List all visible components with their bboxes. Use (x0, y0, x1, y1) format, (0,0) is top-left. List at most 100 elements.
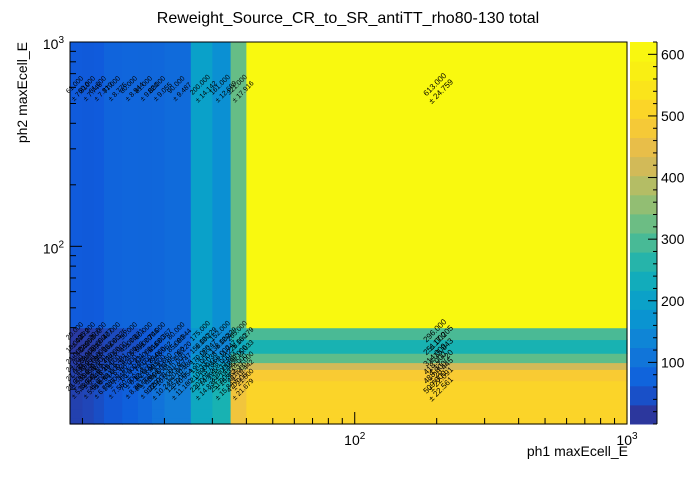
heatmap-cell (122, 369, 139, 382)
heatmap-cell (151, 339, 166, 354)
heatmap-cell (212, 339, 232, 354)
heatmap-cell (190, 380, 213, 390)
heatmap-cell (151, 389, 166, 400)
heatmap-cell (246, 327, 628, 341)
heatmap-cell (230, 380, 247, 390)
heatmap-cell (230, 389, 247, 400)
y-tick-label: 102 (43, 239, 65, 256)
heatmap-cell (190, 417, 213, 425)
x-tick-label: 102 (344, 431, 366, 448)
heatmap-cell (212, 362, 232, 370)
heatmap-cell (104, 417, 123, 425)
heatmap-cell (212, 417, 232, 425)
heatmap-cell (164, 327, 192, 341)
heatmap-cell (151, 408, 166, 419)
heatmap-cell (138, 339, 153, 354)
colorbar-tick-label: 500 (661, 108, 685, 124)
heatmap-cell (122, 389, 139, 400)
heatmap-cell (138, 42, 153, 329)
colorbar-tick-label: 200 (661, 293, 685, 309)
heatmap-cell (70, 362, 84, 370)
heatmap-cell (82, 369, 95, 382)
heatmap-cell (70, 380, 84, 390)
heatmap-cell (82, 417, 95, 425)
heatmap-cell (246, 398, 628, 410)
heatmap-cell (138, 398, 153, 410)
heatmap-cell (164, 362, 192, 370)
heatmap-cell (138, 353, 153, 364)
heatmap-cell (122, 353, 139, 364)
heatmap-cell (230, 353, 247, 364)
heatmap-cell (190, 353, 213, 364)
colorbar-tick-label: 400 (661, 170, 685, 186)
heatmap-cell (164, 398, 192, 410)
colorbar-band (630, 156, 657, 177)
heatmap-cell (212, 380, 232, 390)
heatmap-cell (246, 380, 628, 390)
heatmap-cell (70, 369, 84, 382)
heatmap-cell (151, 417, 166, 425)
heatmap-cell (122, 42, 139, 329)
heatmap-cell (93, 369, 105, 382)
heatmap-cell (164, 408, 192, 419)
heatmap-cell (70, 408, 84, 419)
colorbar-band (630, 385, 657, 406)
y-axis-label: ph2 maxEcell_E (14, 42, 30, 143)
heatmap-cell (190, 42, 213, 329)
heatmap-cell (164, 417, 192, 425)
heatmap-cell (230, 398, 247, 410)
heatmap-cell (70, 353, 84, 364)
heatmap-cell (70, 339, 84, 354)
heatmap-cell (151, 380, 166, 390)
heatmap-cell (138, 380, 153, 390)
heatmap-cell (212, 408, 232, 419)
colorbar-band (630, 290, 657, 310)
heatmap-cell (151, 353, 166, 364)
heatmap-cell (138, 327, 153, 341)
colorbar-band (630, 175, 657, 196)
heatmap-cell (164, 380, 192, 390)
x-tick-label: 103 (616, 431, 638, 448)
heatmap-cell (104, 327, 123, 341)
heatmap-cell (190, 362, 213, 370)
heatmap-cell (190, 408, 213, 419)
heatmap-cell (138, 417, 153, 425)
colorbar-band (630, 233, 657, 253)
heatmap-cell (138, 408, 153, 419)
heatmap-cell (70, 327, 84, 341)
heatmap-cell (122, 380, 139, 390)
heatmap-cell (138, 362, 153, 370)
heatmap-cell (93, 353, 105, 364)
heatmap-cell (104, 389, 123, 400)
heatmap-cell (246, 339, 628, 354)
x-axis-label: ph1 maxEcell_E (527, 443, 628, 459)
heatmap-cell (82, 380, 95, 390)
heatmap-cell (212, 42, 232, 329)
colorbar-band (630, 137, 657, 158)
colorbar-band (630, 42, 657, 62)
colorbar-band (630, 61, 657, 81)
heatmap-cell (246, 42, 628, 329)
colorbar-band (630, 347, 657, 368)
heatmap-cell (151, 42, 166, 329)
heatmap-cell (230, 42, 247, 329)
colorbar-band (630, 252, 657, 272)
heatmap-cell (93, 408, 105, 419)
heatmap-cell (104, 339, 123, 354)
colorbar-band (630, 213, 657, 234)
colorbar-band (630, 404, 657, 425)
heatmap-cell (164, 353, 192, 364)
heatmap-cells (70, 42, 628, 425)
heatmap-cell (230, 408, 247, 419)
colorbar-band (630, 366, 657, 387)
heatmap-cell (246, 369, 628, 382)
heatmap-cell (93, 362, 105, 370)
colorbar-band (630, 309, 657, 329)
heatmap-cell (151, 362, 166, 370)
heatmap-cell (190, 327, 213, 341)
chart-title: Reweight_Source_CR_to_SR_antiTT_rho80-13… (157, 10, 539, 27)
colorbar-tick-label: 300 (661, 231, 685, 247)
heatmap-cell (151, 327, 166, 341)
